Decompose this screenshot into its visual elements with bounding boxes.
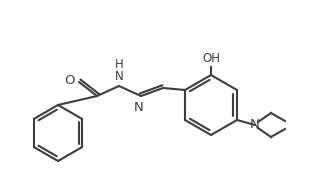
Text: O: O — [65, 74, 75, 88]
Text: H
N: H N — [115, 58, 123, 83]
Text: OH: OH — [202, 52, 220, 65]
Text: N: N — [250, 118, 260, 132]
Text: N: N — [134, 101, 144, 114]
